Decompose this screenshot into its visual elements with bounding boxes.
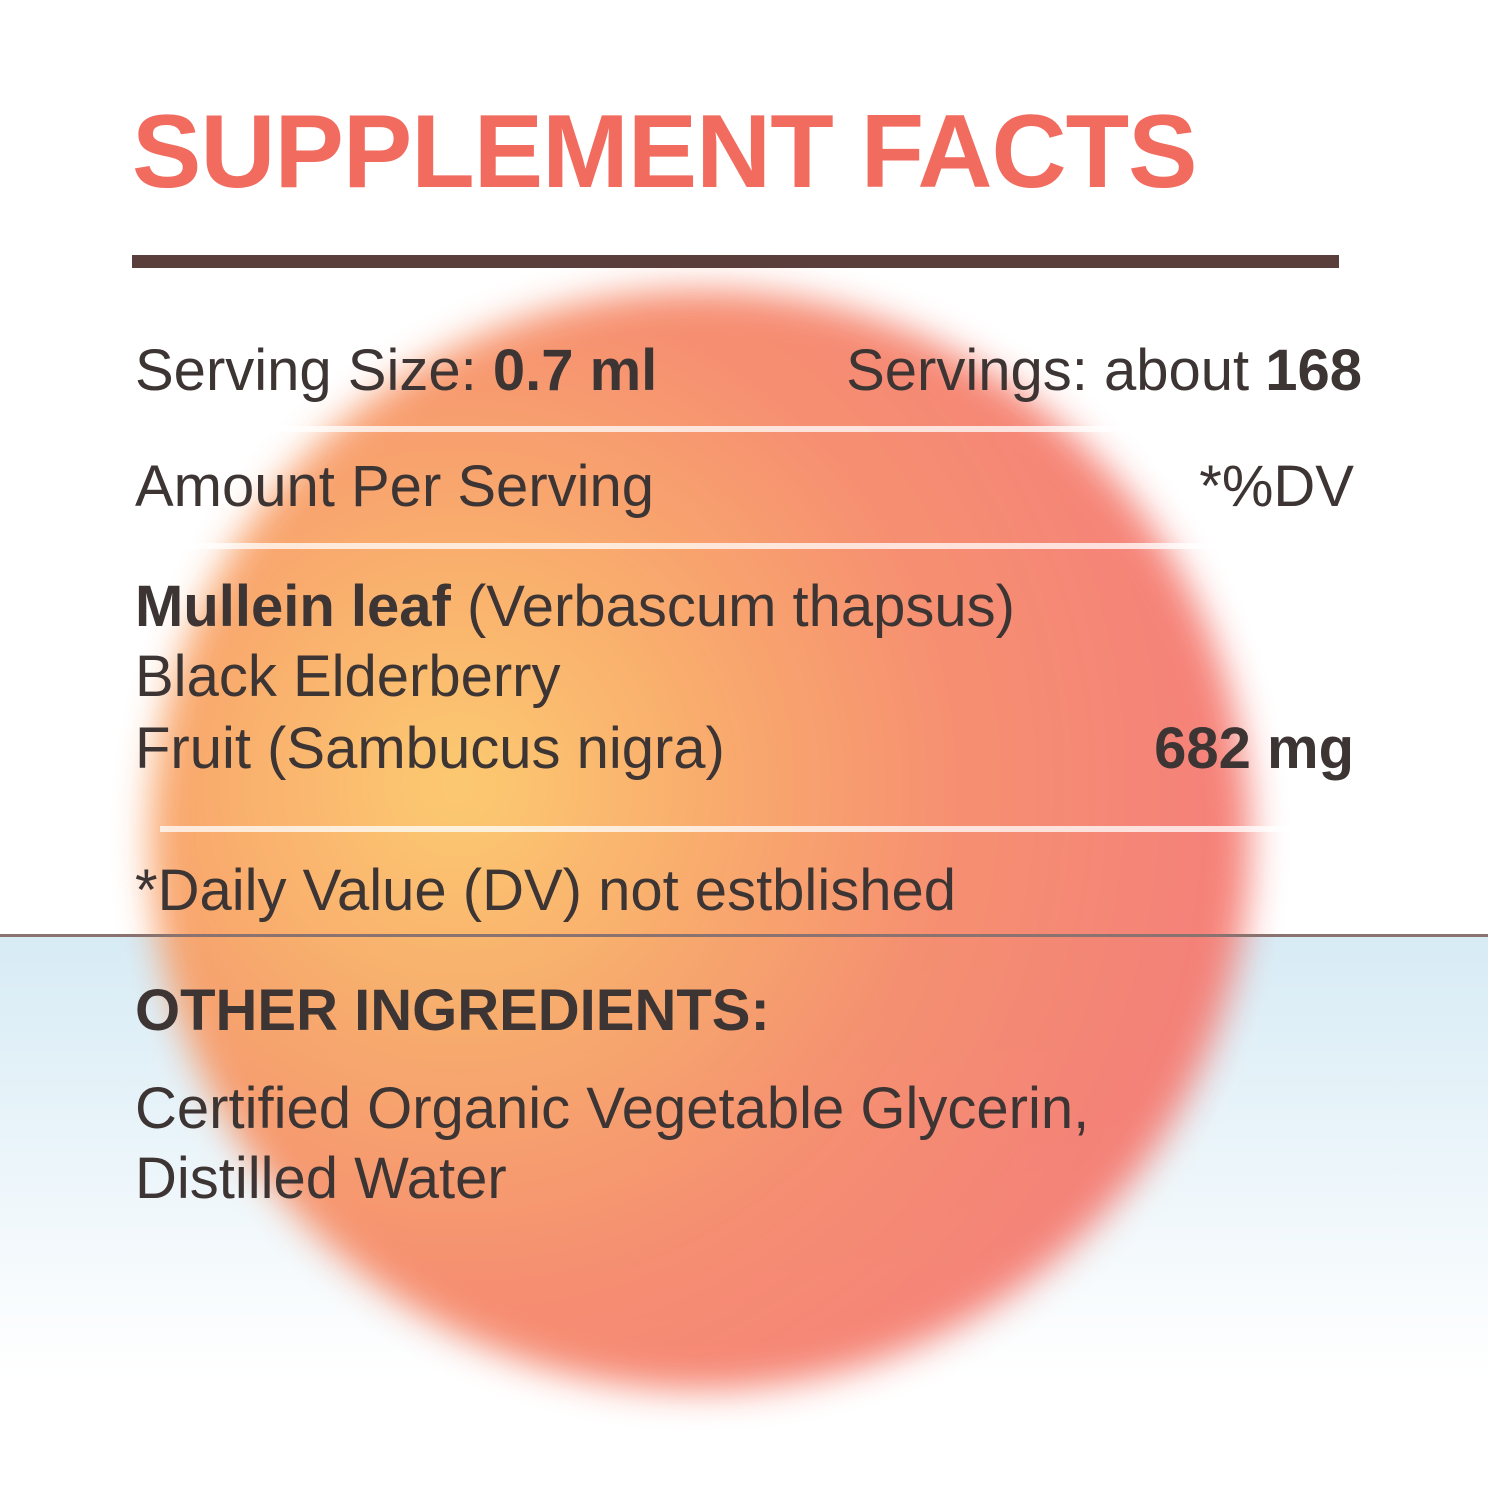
ingredient-name: Mullein leaf <box>135 574 451 639</box>
ingredient-latin: (Verbascum thapsus) <box>466 574 1015 639</box>
label: Servings: about <box>846 338 1250 403</box>
value: 0.7 ml <box>492 338 658 403</box>
divider <box>0 934 1488 937</box>
ingredient-line: Fruit (Sambucus nigra) <box>135 716 725 781</box>
serving-size: Serving Size: 0.7 ml <box>135 342 657 400</box>
separator <box>160 826 1300 832</box>
label: Serving Size: <box>135 338 477 403</box>
footnote: *Daily Value (DV) not estblished <box>135 858 956 923</box>
servings: Servings: about 168 <box>846 342 1362 400</box>
ingredient-amount: 682 mg <box>1154 716 1354 781</box>
other-title: OTHER INGREDIENTS: <box>135 978 770 1043</box>
value: 168 <box>1265 338 1362 403</box>
other-line: Certified Organic Vegetable Glycerin, <box>135 1076 1090 1141</box>
separator <box>160 543 1300 549</box>
separator <box>160 426 1300 432</box>
dv-header: *%DV <box>1199 454 1354 519</box>
amount-header: Amount Per Serving <box>135 454 655 519</box>
ingredient-line: Mullein leaf (Verbascum thapsus) <box>135 578 1015 636</box>
title-rule <box>132 255 1339 268</box>
background-blob <box>150 290 1250 1390</box>
other-line: Distilled Water <box>135 1146 507 1211</box>
title: SUPPLEMENT FACTS <box>132 94 1198 210</box>
ingredient-line: Black Elderberry <box>135 644 561 709</box>
